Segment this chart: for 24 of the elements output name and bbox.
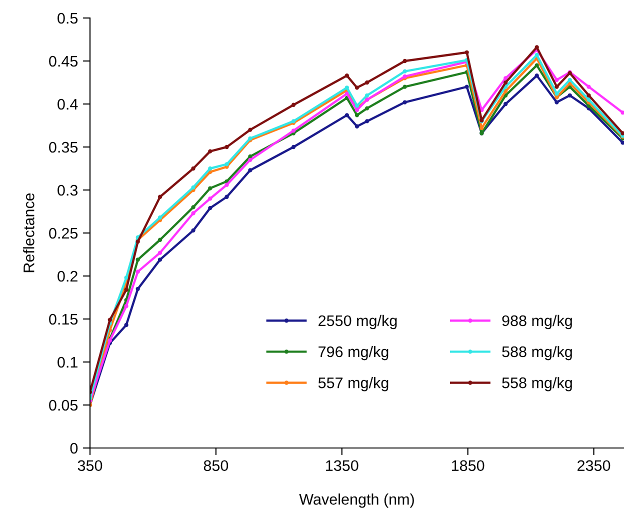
- y-tick-label: 0.1: [58, 356, 78, 368]
- x-tick-label: 1350: [326, 460, 358, 472]
- y-tick-label: 0.4: [58, 98, 78, 110]
- legend-label: 2550 mg/kg: [318, 314, 397, 330]
- y-tick-label: 0.5: [58, 12, 78, 24]
- x-tick-label: 2350: [578, 460, 610, 472]
- legend-label: 796 mg/kg: [318, 346, 388, 360]
- y-tick-label: 0.3: [58, 184, 78, 196]
- y-tick-label: 0: [70, 442, 78, 454]
- y-axis-title: Reflectance: [23, 193, 34, 272]
- legend-label: 588 mg/kg: [502, 346, 572, 360]
- x-tick-label: 1850: [452, 460, 484, 472]
- y-tick-label: 0.35: [49, 142, 78, 153]
- y-tick-label: 0.2: [58, 270, 78, 282]
- x-tick-label: 350: [78, 460, 102, 472]
- legend-label: 557 mg/kg: [318, 377, 388, 392]
- y-tick-label: 0.25: [49, 228, 78, 239]
- x-tick-label: 850: [204, 460, 228, 472]
- legend-label: 988 mg/kg: [502, 314, 572, 330]
- y-tick-label: 0.15: [49, 314, 78, 325]
- y-tick-label: 0.05: [49, 400, 78, 411]
- legend-label: 558 mg/kg: [502, 377, 572, 392]
- x-axis-title: Wavelength (nm): [299, 493, 414, 508]
- y-tick-label: 0.45: [49, 56, 78, 67]
